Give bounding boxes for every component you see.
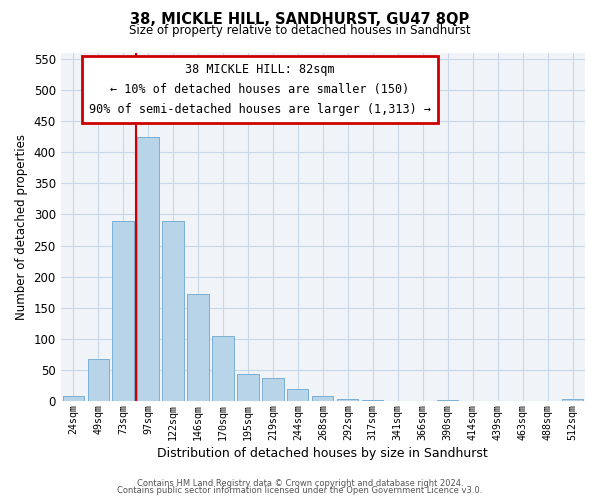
Bar	[187, 294, 209, 402]
Bar	[287, 389, 308, 402]
Text: 38 MICKLE HILL: 82sqm
← 10% of detached houses are smaller (150)
90% of semi-det: 38 MICKLE HILL: 82sqm ← 10% of detached …	[89, 63, 431, 116]
Y-axis label: Number of detached properties: Number of detached properties	[15, 134, 28, 320]
Bar	[137, 136, 158, 402]
Bar	[112, 220, 134, 402]
Bar	[437, 400, 458, 402]
Bar	[163, 220, 184, 402]
X-axis label: Distribution of detached houses by size in Sandhurst: Distribution of detached houses by size …	[157, 447, 488, 460]
Bar	[62, 396, 84, 402]
Bar	[362, 400, 383, 402]
Bar	[312, 396, 334, 402]
Text: Size of property relative to detached houses in Sandhurst: Size of property relative to detached ho…	[129, 24, 471, 37]
Bar	[88, 359, 109, 402]
Text: Contains public sector information licensed under the Open Government Licence v3: Contains public sector information licen…	[118, 486, 482, 495]
Bar	[337, 399, 358, 402]
Bar	[562, 400, 583, 402]
Bar	[212, 336, 233, 402]
Text: Contains HM Land Registry data © Crown copyright and database right 2024.: Contains HM Land Registry data © Crown c…	[137, 478, 463, 488]
Text: 38, MICKLE HILL, SANDHURST, GU47 8QP: 38, MICKLE HILL, SANDHURST, GU47 8QP	[130, 12, 470, 28]
Bar	[262, 378, 284, 402]
Bar	[238, 374, 259, 402]
